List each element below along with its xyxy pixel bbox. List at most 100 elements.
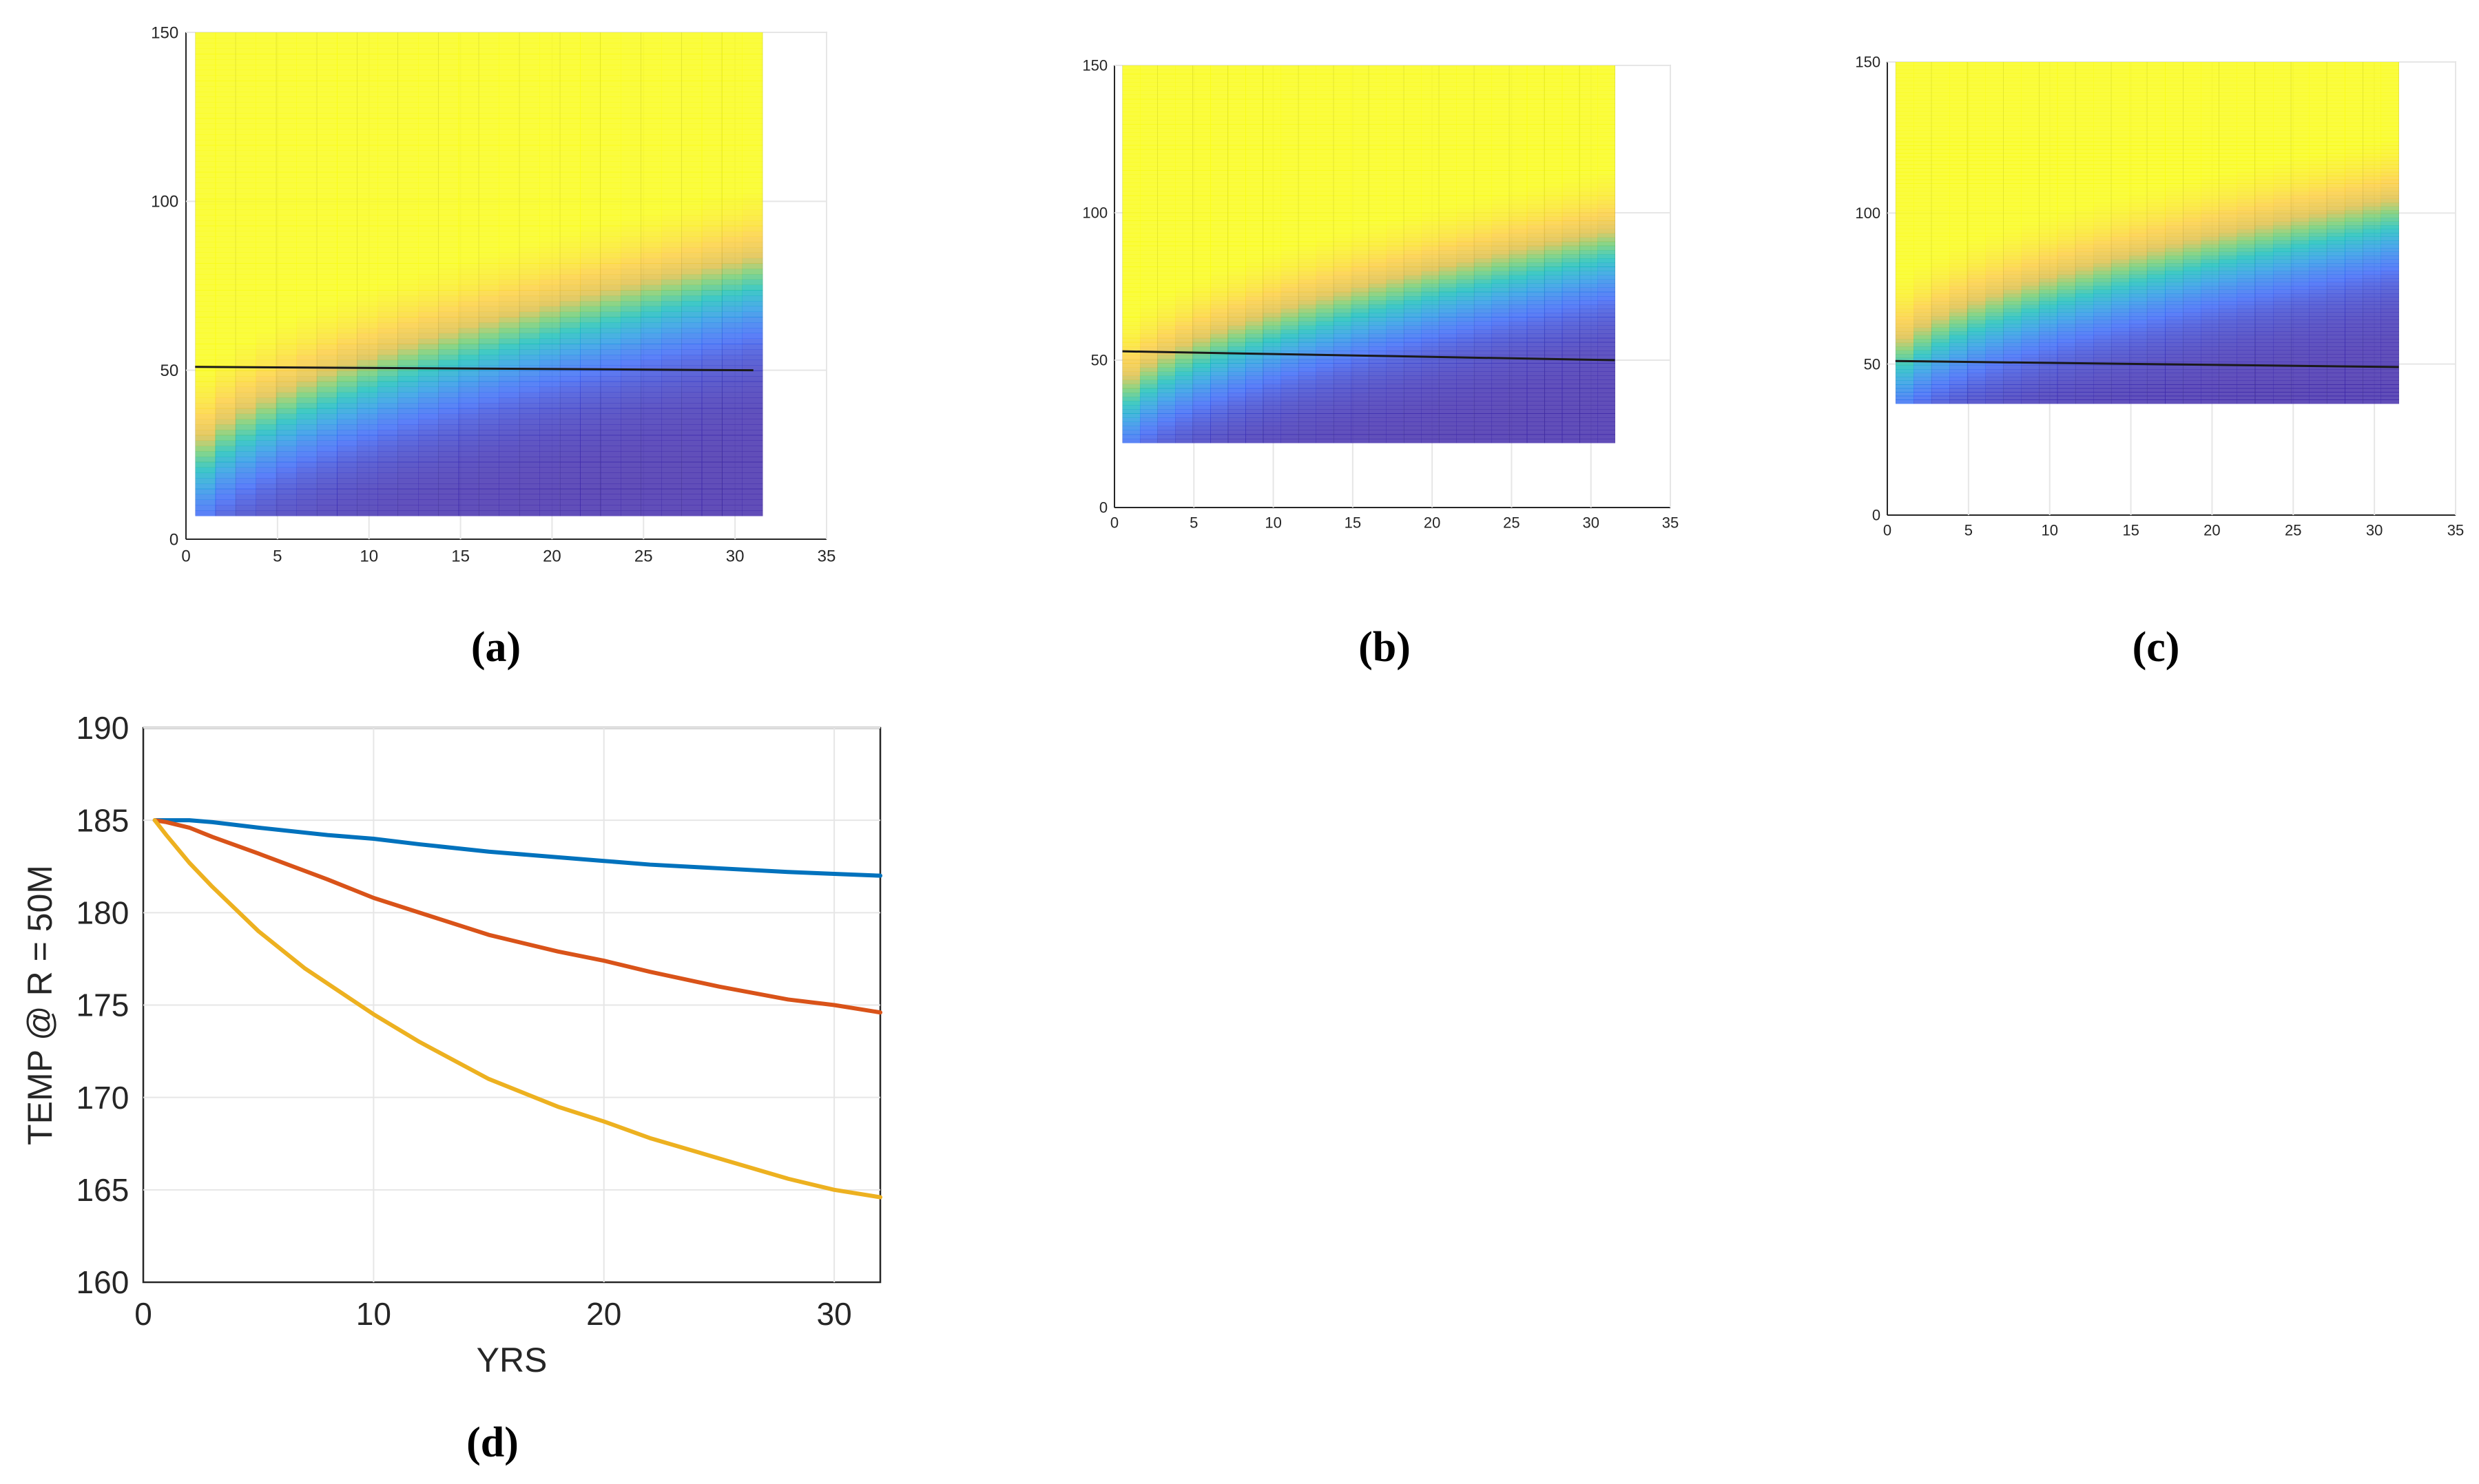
heatmap-cell [580,193,601,200]
heatmap-cell [539,375,561,382]
heatmap-cell [600,177,621,183]
heatmap-cell [195,402,216,409]
heatmap-cell [1368,149,1387,154]
heatmap-cell [1333,90,1351,96]
heatmap-cell [438,91,459,98]
heatmap-cell [458,446,479,452]
heatmap-cell [641,129,662,135]
heatmap-cell [641,48,662,54]
heatmap-cell [1245,300,1264,305]
heatmap-cell [397,472,419,479]
heatmap-cell [296,424,318,430]
heatmap-cell [1245,111,1264,116]
heatmap-cell [1544,359,1563,364]
heatmap-cell [600,306,621,312]
heatmap-cell [1456,342,1475,347]
heatmap-cell [256,494,277,500]
heatmap-cell [661,461,682,468]
heatmap-cell [1140,245,1159,251]
heatmap-cell [681,145,703,151]
heatmap-cell [539,118,561,125]
heatmap-cell [1491,438,1510,443]
heatmap-cell [1298,325,1316,331]
heatmap-cell [1298,367,1316,372]
heatmap-cell [580,129,601,135]
heatmap-cell [1140,434,1159,439]
heatmap-cell [397,59,419,65]
heatmap-cell [438,236,459,242]
heatmap-cell [256,338,277,344]
heatmap-cell [1544,325,1563,331]
heatmap-cell [1298,291,1316,297]
heatmap-cell [215,510,236,516]
heatmap-cell [479,429,500,436]
heatmap-cell [316,134,338,140]
heatmap-cell [1140,166,1159,171]
heatmap-cell [1210,224,1229,229]
heatmap-cell [1439,128,1458,133]
heatmap-cell [256,306,277,312]
heatmap-cell [337,258,358,264]
heatmap-cell [1192,78,1211,83]
heatmap-cell [458,166,479,173]
heatmap-cell [559,102,581,108]
heatmap-cell [1386,237,1404,242]
heatmap-cell [1175,384,1194,389]
heatmap-cell [580,397,601,404]
heatmap-cell [742,177,763,183]
heatmap-cell [1439,74,1458,79]
heatmap-cell [377,295,399,302]
heatmap-cell [236,322,257,328]
heatmap-cell [701,188,723,194]
heatmap-cell [539,161,561,167]
heatmap-cell [621,446,642,452]
heatmap-cell [1368,140,1387,146]
heatmap-cell [681,182,703,189]
heatmap-cell [1403,245,1422,251]
heatmap-cell [1368,229,1387,234]
heatmap-cell [1316,409,1334,414]
heatmap-cell [1439,405,1458,410]
heatmap-cell [1298,153,1316,158]
heatmap-cell [316,478,338,484]
heatmap-cell [337,54,358,60]
heatmap-cell [519,156,540,162]
heatmap-cell [621,134,642,140]
heatmap-cell [661,306,682,312]
heatmap-cell [1122,363,1141,368]
heatmap-cell [600,295,621,302]
heatmap-cell [1579,371,1598,377]
heatmap-cell [1157,342,1176,347]
heatmap-cell [377,161,399,167]
heatmap-cell [377,166,399,173]
heatmap-cell [1245,229,1264,234]
heatmap-cell [236,478,257,484]
heatmap-cell [1175,207,1194,213]
heatmap-cell [681,43,703,49]
heatmap-cell [641,344,662,350]
heatmap-cell [1157,405,1176,410]
heatmap-cell [600,220,621,227]
heatmap-cell [1579,187,1598,192]
heatmap-cell [1157,421,1176,427]
heatmap-cell [236,209,257,216]
heatmap-cell [1333,178,1351,184]
caption-a: (a) [471,624,521,671]
heatmap-cell [580,429,601,436]
heatmap-cell [1439,350,1458,355]
heatmap-cell [417,435,439,441]
heatmap-cell [1175,400,1194,406]
heatmap-cell [1403,313,1422,317]
heatmap-cell [1210,392,1229,397]
heatmap-cell [1280,187,1299,192]
heatmap-cell [397,392,419,398]
heatmap-cell [296,102,318,108]
heatmap-cell [580,419,601,425]
heatmap-cell [559,81,581,87]
heatmap-cell [1439,258,1458,263]
heatmap-cell [722,381,743,388]
heatmap-cell [1280,287,1299,293]
heatmap-cell [1491,191,1510,196]
heatmap-cell [296,499,318,505]
heatmap-cell [397,54,419,60]
